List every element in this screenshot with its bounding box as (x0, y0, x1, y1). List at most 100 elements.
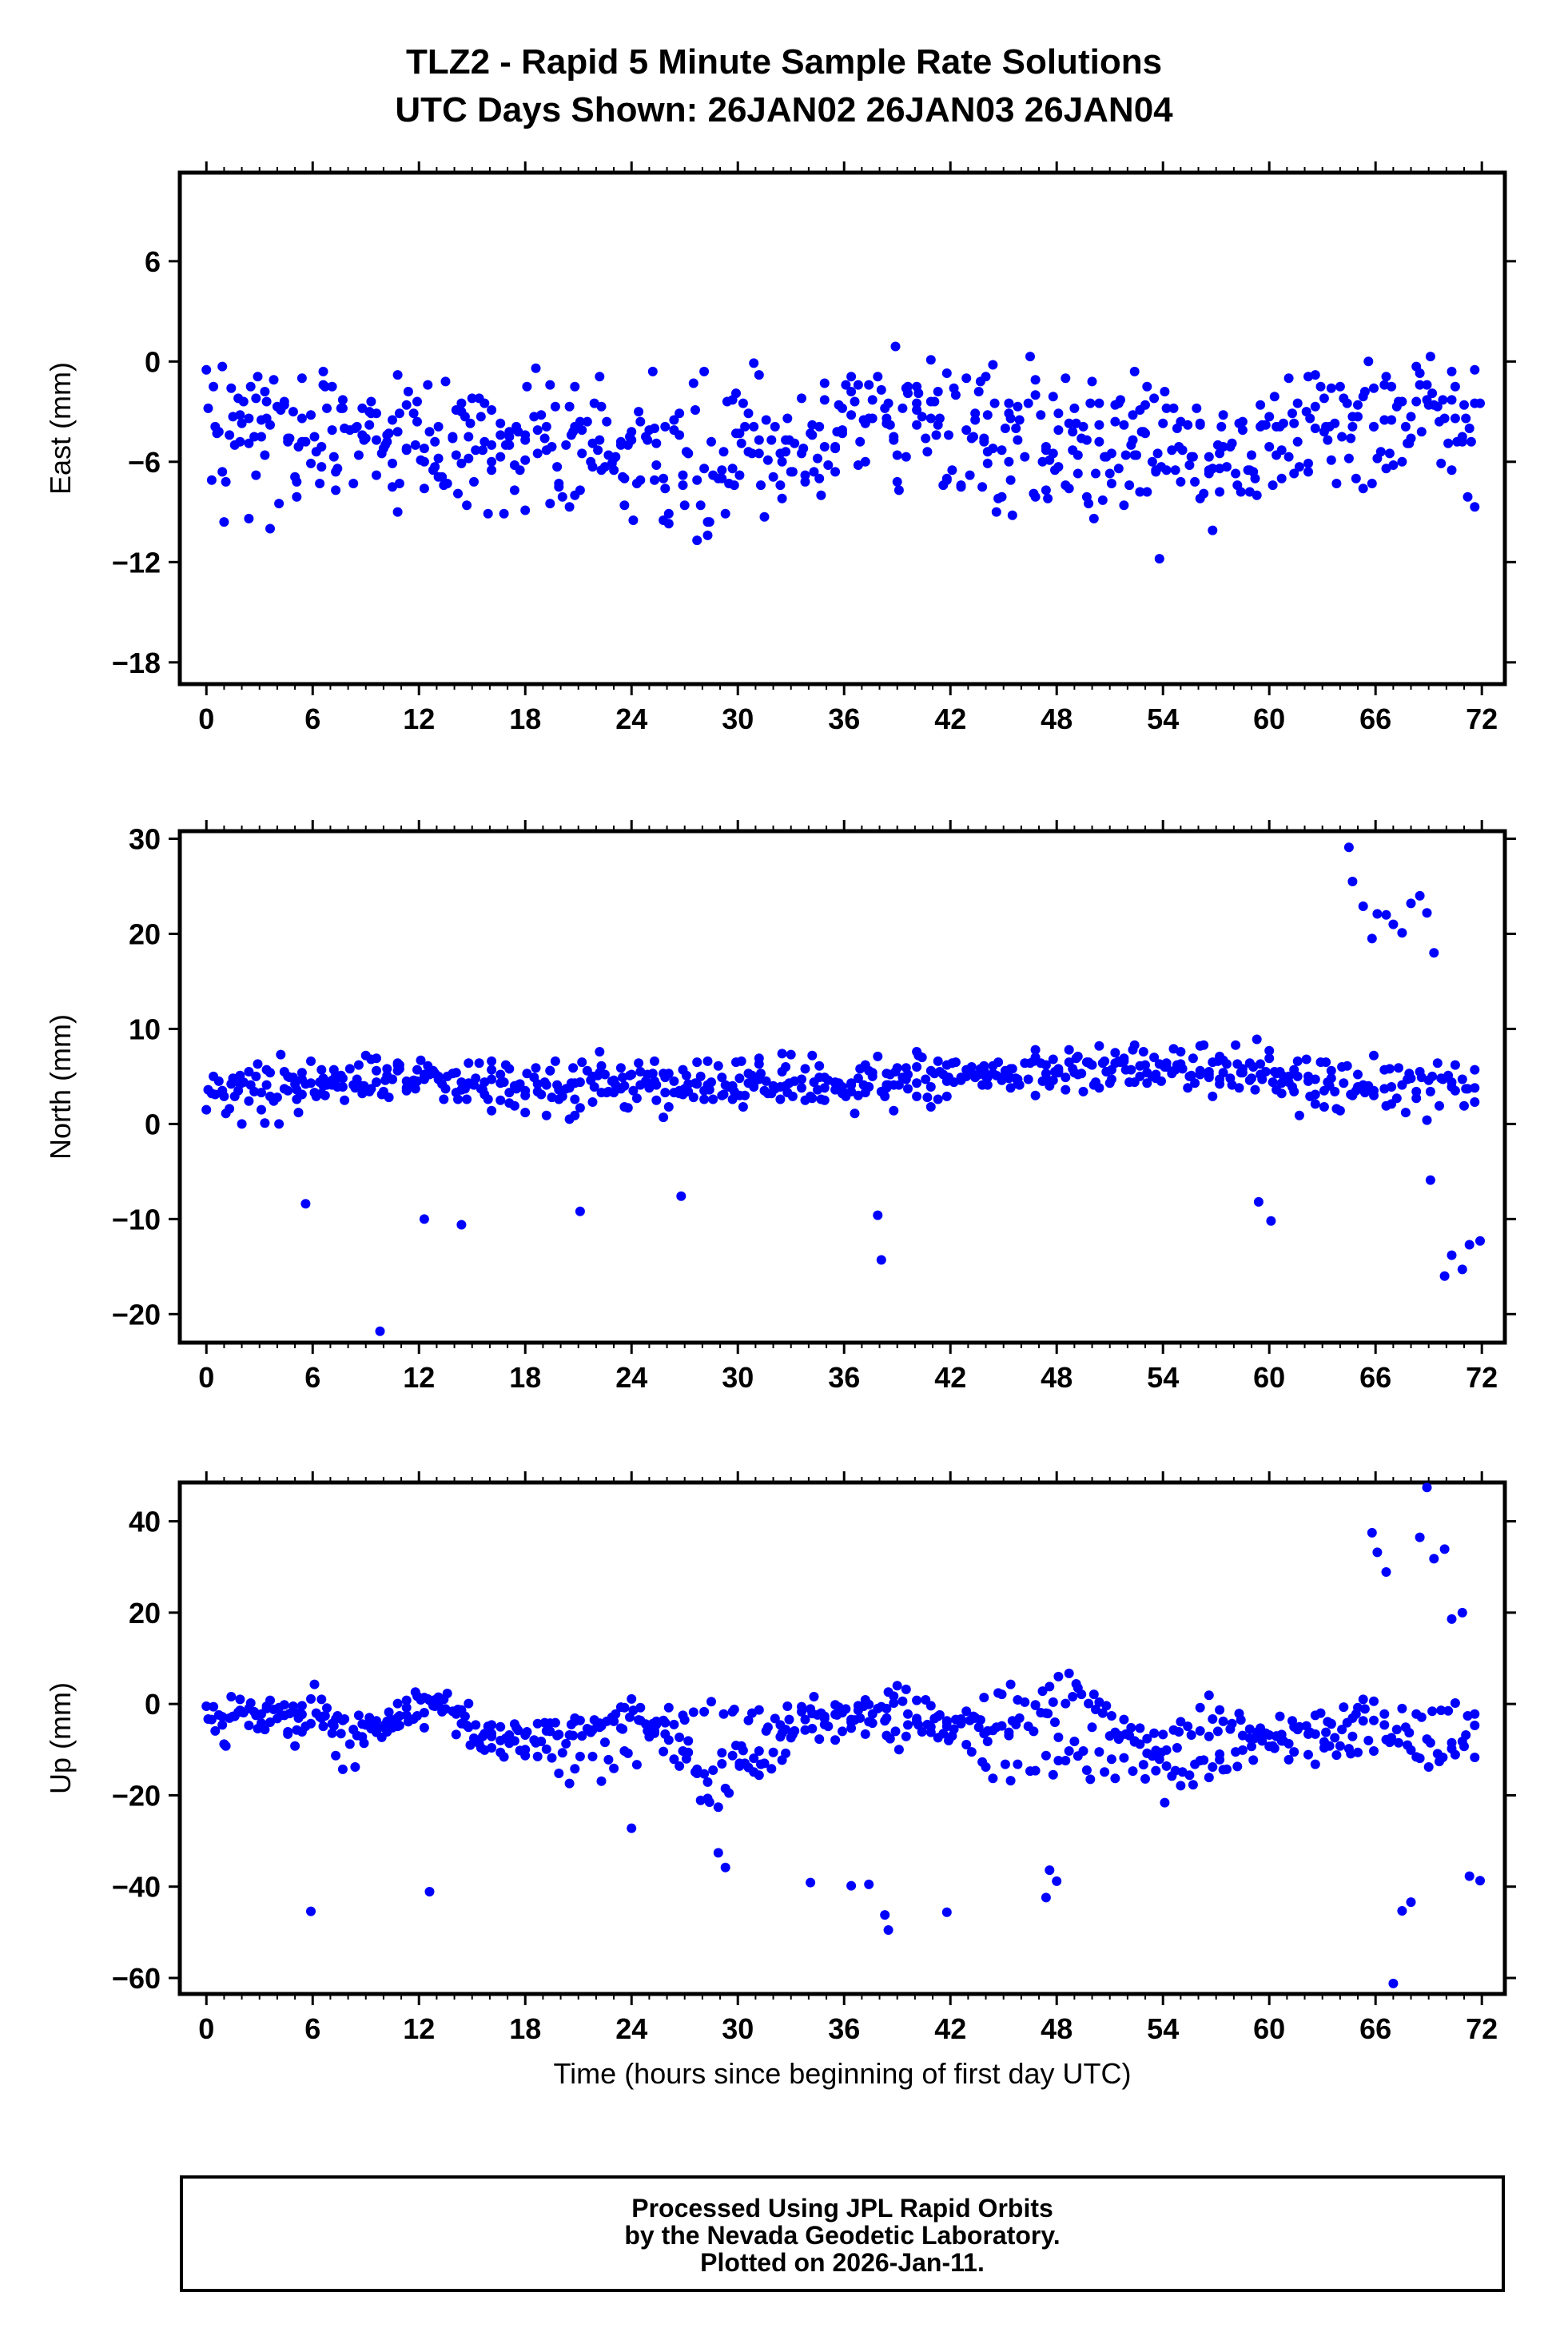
up-point (663, 1702, 674, 1713)
east-panel: 0 6 12 18 24 30 36 42 48 54 60 66 72 −18 −12 −6 0 6 East (… (44, 161, 1516, 735)
up-point (1415, 1532, 1425, 1542)
north-point (372, 1065, 381, 1076)
east-point (1292, 398, 1303, 408)
east-point (1347, 412, 1358, 422)
up-point (690, 1767, 700, 1777)
up-point (979, 1693, 989, 1703)
up-point (1369, 1696, 1379, 1706)
up-point (419, 1708, 429, 1717)
north-point (375, 1326, 385, 1336)
up-point (1091, 1705, 1100, 1714)
east-point (819, 378, 830, 388)
north-point (762, 1088, 773, 1099)
east-point (925, 355, 936, 365)
up-point (1161, 1761, 1172, 1771)
east-point (615, 440, 626, 450)
up-point (890, 1726, 901, 1737)
east-point (442, 479, 452, 488)
east-point (912, 405, 922, 415)
east-point (1078, 421, 1088, 432)
north-point (1023, 1074, 1033, 1084)
north-point (867, 1071, 878, 1081)
up-point (1045, 1865, 1055, 1876)
up-point (1283, 1754, 1294, 1765)
north-point (1100, 1056, 1110, 1066)
east-point (830, 467, 841, 477)
east-point (901, 383, 911, 393)
east-point (225, 430, 235, 440)
up-point (1073, 1683, 1083, 1693)
up-point (830, 1735, 841, 1745)
north-xtick-label: 72 (1466, 1361, 1498, 1394)
up-point (615, 1723, 626, 1733)
up-point (777, 1728, 787, 1738)
up-point (807, 1709, 818, 1719)
north-point (1061, 1084, 1071, 1095)
north-point (382, 1064, 392, 1074)
north-point (669, 1076, 679, 1086)
east-point (541, 421, 551, 432)
north-point (643, 1069, 653, 1080)
up-point (934, 1709, 945, 1720)
up-point (1324, 1741, 1335, 1751)
north-point (1212, 1056, 1223, 1066)
north-point (695, 1071, 706, 1081)
east-point (366, 396, 376, 407)
east-point (846, 387, 857, 396)
east-point (1470, 502, 1480, 512)
north-point (1301, 1054, 1311, 1065)
east-point (1061, 373, 1071, 384)
east-point (570, 490, 580, 500)
up-point (961, 1740, 972, 1749)
east-point (675, 430, 685, 440)
up-point (201, 1701, 212, 1711)
north-point (944, 1073, 953, 1083)
east-point (1411, 361, 1422, 372)
north-point (1358, 901, 1368, 911)
up-point (1208, 1714, 1218, 1724)
east-point (1447, 465, 1457, 476)
east-xtick-label: 12 (403, 702, 435, 735)
north-point (846, 1086, 857, 1096)
east-point (244, 513, 254, 523)
north-point (1250, 1084, 1260, 1095)
east-point (660, 421, 671, 432)
east-point (257, 432, 266, 442)
up-point (1208, 1762, 1218, 1772)
up-point (318, 1711, 328, 1721)
north-point (1384, 1064, 1395, 1074)
up-point (582, 1724, 592, 1733)
up-point (925, 1721, 936, 1732)
up-point (702, 1777, 713, 1787)
east-point (982, 458, 993, 468)
north-xtick-label: 36 (828, 1361, 860, 1394)
east-point (437, 472, 448, 482)
footer-line-2: by the Nevada Geodetic Laboratory. (624, 2221, 1061, 2250)
up-point (903, 1720, 913, 1730)
east-point (1071, 418, 1081, 428)
east-point (961, 425, 972, 436)
east-point (738, 398, 748, 408)
east-point (775, 480, 786, 491)
east-point (1463, 491, 1473, 502)
north-point (448, 1069, 458, 1079)
east-point (327, 425, 337, 436)
north-point (575, 1103, 585, 1113)
east-point (1142, 381, 1152, 392)
north-point (876, 1255, 886, 1265)
up-point (864, 1879, 874, 1889)
up-point (217, 1720, 228, 1730)
up-point (316, 1694, 327, 1705)
east-point (989, 398, 1000, 408)
east-point (1353, 400, 1363, 410)
up-point (659, 1746, 669, 1757)
east-point (770, 421, 780, 432)
north-point (1294, 1110, 1304, 1120)
east-point (364, 420, 375, 430)
north-point (838, 1085, 847, 1096)
east-point (1160, 387, 1170, 396)
north-point (699, 1085, 710, 1096)
north-point (412, 1065, 422, 1075)
north-point (1149, 1053, 1160, 1063)
up-point (893, 1745, 904, 1755)
